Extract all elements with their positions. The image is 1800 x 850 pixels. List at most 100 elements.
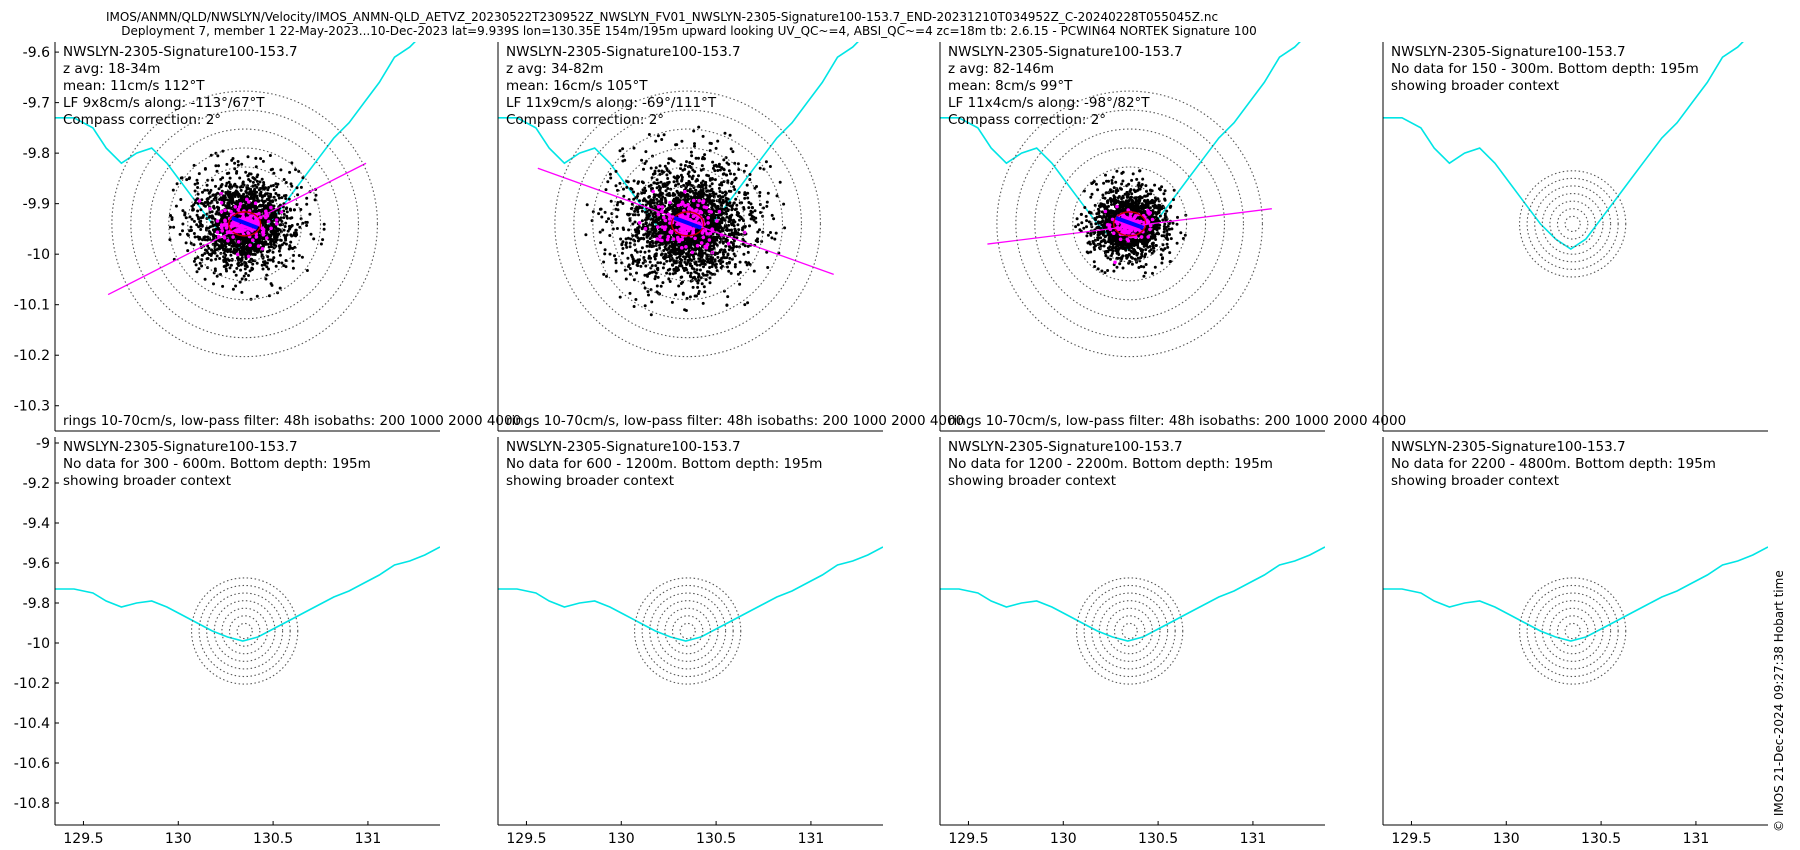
- scatter-point: [255, 179, 259, 183]
- scatter-point: [687, 179, 691, 183]
- scatter-point: [256, 249, 260, 253]
- scatter-point: [206, 188, 209, 192]
- scatter-point: [287, 247, 291, 251]
- scatter-point: [314, 193, 318, 197]
- scatter-point: [632, 146, 636, 150]
- scatter-point: [198, 261, 202, 265]
- scatter-point: [708, 266, 712, 269]
- panel-plot-area: [498, 42, 859, 358]
- scatter-point: [265, 204, 269, 208]
- scatter-point: [735, 245, 739, 249]
- lowpass-point: [256, 244, 261, 248]
- scatter-point: [648, 204, 652, 208]
- scatter-point: [242, 192, 246, 196]
- scatter-point: [231, 287, 235, 291]
- scatter-point: [268, 202, 272, 205]
- scatter-point: [282, 228, 286, 232]
- speed-ring: [130, 109, 359, 339]
- scatter-point: [634, 298, 638, 301]
- scatter-point: [203, 201, 207, 204]
- lowpass-point: [243, 228, 247, 232]
- scatter-point: [693, 144, 696, 148]
- lowpass-point: [269, 205, 273, 210]
- scatter-point: [224, 245, 228, 249]
- scatter-point: [762, 167, 766, 171]
- scatter-point: [735, 232, 739, 236]
- scatter-point: [234, 273, 238, 277]
- scatter-point: [255, 185, 259, 189]
- scatter-point: [248, 269, 252, 273]
- scatter-point: [683, 260, 687, 264]
- scatter-point: [198, 224, 202, 228]
- scatter-point: [207, 191, 211, 195]
- scatter-point: [244, 255, 248, 259]
- scatter-point: [186, 233, 190, 237]
- scatter-point: [309, 232, 313, 236]
- lowpass-point: [265, 236, 269, 240]
- scatter-point: [219, 177, 223, 181]
- scatter-point: [726, 295, 730, 299]
- scatter-point: [195, 270, 199, 274]
- scatter-point: [722, 158, 726, 162]
- scatter-point: [203, 252, 207, 255]
- scatter-point: [770, 236, 774, 240]
- scatter-point: [753, 209, 757, 213]
- lowpass-point: [241, 212, 245, 216]
- scatter-point: [273, 235, 277, 239]
- scatter-point: [264, 277, 268, 281]
- scatter-point: [614, 184, 618, 188]
- scatter-point: [693, 170, 697, 174]
- scatter-point: [312, 237, 316, 241]
- scatter-point: [608, 234, 612, 237]
- lowpass-point: [237, 205, 242, 209]
- scatter-point: [253, 249, 257, 253]
- scatter-point: [621, 154, 625, 158]
- scatter-point: [736, 272, 740, 276]
- scatter-point: [205, 257, 209, 261]
- scatter-point: [609, 199, 613, 203]
- scatter-point: [192, 259, 196, 263]
- scatter-point: [638, 199, 641, 203]
- scatter-point: [723, 131, 727, 135]
- scatter-point: [259, 190, 263, 194]
- scatter-point: [243, 200, 247, 204]
- scatter-point: [210, 220, 214, 224]
- scatter-point: [272, 188, 276, 192]
- scatter-point: [213, 217, 217, 221]
- scatter-point: [214, 212, 218, 216]
- scatter-point: [237, 198, 241, 202]
- scatter-point: [272, 240, 276, 244]
- scatter-point: [223, 213, 227, 217]
- scatter-point: [236, 193, 239, 196]
- scatter-point: [233, 161, 237, 165]
- scatter-point: [286, 229, 290, 233]
- scatter-point: [196, 181, 200, 185]
- lowpass-point: [238, 202, 243, 206]
- scatter-point: [664, 201, 668, 205]
- scatter-point: [195, 178, 199, 182]
- lowpass-point: [219, 210, 224, 214]
- scatter-point: [190, 217, 194, 221]
- scatter-point: [217, 164, 220, 168]
- scatter-point: [265, 261, 269, 265]
- scatter-point: [247, 274, 250, 277]
- scatter-point: [646, 239, 650, 243]
- scatter-point: [262, 181, 266, 184]
- lowpass-point: [231, 223, 236, 228]
- scatter-point: [624, 237, 628, 241]
- panel-info-line: z avg: 18-34m: [63, 61, 160, 77]
- scatter-point: [223, 194, 227, 198]
- speed-ring: [168, 147, 322, 301]
- scatter-point: [664, 199, 668, 202]
- scatter-point: [240, 197, 244, 201]
- scatter-point: [212, 282, 215, 286]
- panel-info-line: Compass correction: 2°: [63, 112, 221, 128]
- scatter-point: [635, 271, 638, 275]
- scatter-point: [321, 238, 325, 242]
- scatter-point: [297, 254, 301, 257]
- panel-top-2: NWSLYN-2305-Signature100-153.7z avg: 34-…: [497, 42, 964, 432]
- scatter-point: [631, 222, 635, 226]
- scatter-point: [262, 200, 266, 204]
- scatter-point: [633, 248, 637, 252]
- scatter-point: [615, 227, 619, 230]
